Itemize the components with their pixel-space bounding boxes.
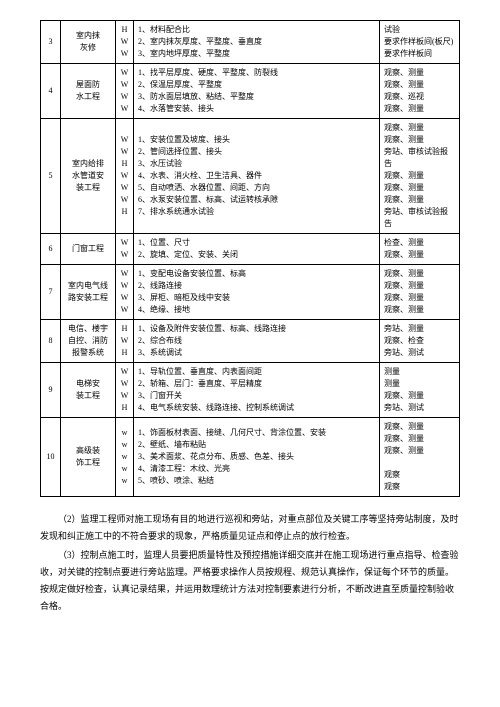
- project-name: 门窗工程: [61, 234, 116, 265]
- row-number: 6: [41, 234, 61, 265]
- note-column: 观察、测量观察、测量观察、测量 观察观察: [380, 418, 460, 497]
- note-column: 观察、测量观察、测量旁站、审核试验报告观察、测量观察、测量观察、测量旁站、审核试…: [380, 119, 460, 234]
- mark-column: WWHWWWH: [116, 119, 134, 234]
- table-row: 5室内给排水管道安装工程WWHWWWH1、安装位置及坡度、接头2、管间选择位置、…: [41, 119, 460, 234]
- content-column: 1、导轨位置、垂直度、内表面间距2、轿箱、层门：垂直度、平层精度3、门窗开关4、…: [134, 363, 380, 418]
- note-column: 检查、测量观察、测量: [380, 234, 460, 265]
- project-name: 电梯安装工程: [61, 363, 116, 418]
- mark-column: WWWH: [116, 363, 134, 418]
- row-number: 10: [41, 418, 61, 497]
- note-column: 测量测量观察、测量旁站、测试: [380, 363, 460, 418]
- mark-column: WW: [116, 234, 134, 265]
- project-name: 电信、楼宇自控、消防报警系统: [61, 320, 116, 363]
- row-number: 8: [41, 320, 61, 363]
- table-row: 7室内电气线路安装工程WWWW1、变配电设备安装位置、标高2、线路连接3、屏柜、…: [41, 265, 460, 320]
- project-name: 室内给排水管道安装工程: [61, 119, 116, 234]
- content-column: 1、材料配合比2、室内抹灰厚度、平整度、垂直度3、室内地坪厚度、平整度: [134, 21, 380, 64]
- content-column: 1、饰面板材表面、接缝、几何尺寸、背涂位置、安装2、壁纸、墙布粘贴3、美术面浆、…: [134, 418, 380, 497]
- table-row: 9电梯安装工程WWWH1、导轨位置、垂直度、内表面间距2、轿箱、层门：垂直度、平…: [41, 363, 460, 418]
- project-name: 高级装饰工程: [61, 418, 116, 497]
- project-name: 室内电气线路安装工程: [61, 265, 116, 320]
- row-number: 3: [41, 21, 61, 64]
- note-column: 观察、测量观察、测量观察、测量观察、测量: [380, 265, 460, 320]
- row-number: 5: [41, 119, 61, 234]
- mark-column: HWW: [116, 21, 134, 64]
- note-column: 旁站、测量观察、检查旁站、测试: [380, 320, 460, 363]
- table-row: 4屋面防水工程WWWW1、找平层厚度、硬度、平整度、防裂线2、保温层厚度、平整度…: [41, 64, 460, 119]
- content-column: 1、变配电设备安装位置、标高2、线路连接3、屏柜、暗柜及线中安装4、绝缘、接地: [134, 265, 380, 320]
- content-column: 1、设备及附件安装位置、标高、线路连接2、综合布线3、系统调试: [134, 320, 380, 363]
- body-text: （2）监理工程师对施工现场有目的地进行巡视和旁站，对重点部位及关键工序等坚持旁站…: [40, 511, 460, 616]
- note-column: 试验要求作样板间(板尺)要求作样板间: [380, 21, 460, 64]
- row-number: 7: [41, 265, 61, 320]
- table-row: 6门窗工程WW1、位置、尺寸2、旋填、定位、安装、关闭检查、测量观察、测量: [41, 234, 460, 265]
- row-number: 4: [41, 64, 61, 119]
- mark-column: WWWW: [116, 265, 134, 320]
- mark-column: WWWW: [116, 64, 134, 119]
- paragraph: （2）监理工程师对施工现场有目的地进行巡视和旁站，对重点部位及关键工序等坚持旁站…: [40, 511, 460, 545]
- row-number: 9: [41, 363, 61, 418]
- construction-table: 3室内抹灰修HWW1、材料配合比2、室内抹灰厚度、平整度、垂直度3、室内地坪厚度…: [40, 20, 460, 497]
- content-column: 1、安装位置及坡度、接头2、管间选择位置、接头3、水压试验4、水表、消火栓、卫生…: [134, 119, 380, 234]
- project-name: 室内抹灰修: [61, 21, 116, 64]
- content-column: 1、位置、尺寸2、旋填、定位、安装、关闭: [134, 234, 380, 265]
- note-column: 观察、测量观察、测量观察、巡视观察、测量: [380, 64, 460, 119]
- project-name: 屋面防水工程: [61, 64, 116, 119]
- content-column: 1、找平层厚度、硬度、平整度、防裂线2、保温层厚度、平整度3、防水面层填放、粘结…: [134, 64, 380, 119]
- mark-column: wwwww: [116, 418, 134, 497]
- paragraph: （3）控制点施工时，监理人员要把质量特性及预控措施详细交底并在施工现场进行重点指…: [40, 547, 460, 615]
- table-row: 3室内抹灰修HWW1、材料配合比2、室内抹灰厚度、平整度、垂直度3、室内地坪厚度…: [41, 21, 460, 64]
- table-row: 8电信、楼宇自控、消防报警系统HWH1、设备及附件安装位置、标高、线路连接2、综…: [41, 320, 460, 363]
- table-row: 10高级装饰工程wwwww1、饰面板材表面、接缝、几何尺寸、背涂位置、安装2、壁…: [41, 418, 460, 497]
- mark-column: HWH: [116, 320, 134, 363]
